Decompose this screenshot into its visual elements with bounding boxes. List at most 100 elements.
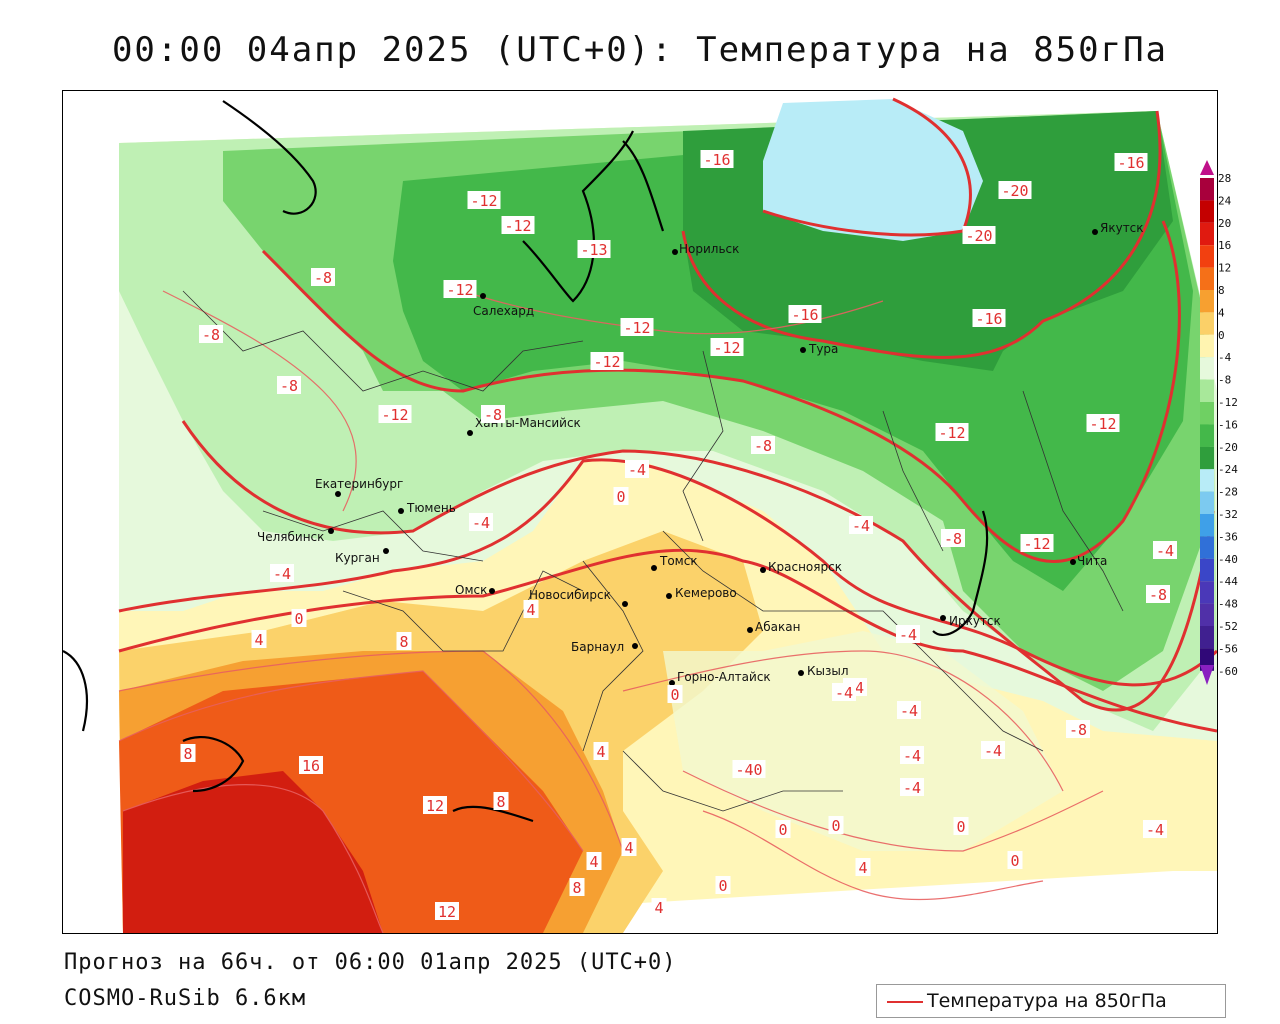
isotherm-label-background bbox=[277, 376, 301, 394]
isotherm-value-label: -4 bbox=[903, 747, 921, 765]
isotherm-value-label: -12 bbox=[504, 217, 531, 235]
isotherm-value-label: -4 bbox=[628, 461, 646, 479]
city-chelyabinsk[interactable]: Челябинск bbox=[257, 528, 334, 544]
city-abakan[interactable]: Абакан bbox=[747, 620, 800, 634]
isotherm-label-background bbox=[828, 816, 844, 834]
city-gorno-altaysk[interactable]: Горно-Алтайск bbox=[669, 670, 771, 686]
isotherm-label-background bbox=[775, 820, 791, 838]
isotherm-label-background bbox=[1114, 153, 1148, 171]
isotherm-label-background bbox=[1086, 414, 1120, 432]
isotherm-value-label: -16 bbox=[703, 151, 730, 169]
isotherm-value-label: 8 bbox=[496, 793, 505, 811]
city-kyzyl[interactable]: Кызыл bbox=[798, 664, 849, 678]
city-barnaul[interactable]: Барнаул bbox=[571, 640, 638, 654]
scale-tick-label: -48 bbox=[1218, 598, 1238, 611]
color-scale-tick-labels: 28 24 20 16 12 8 4 0 -4 -8 -12 -16 -20 -24 -28 -32 -36 -4… bbox=[1218, 172, 1238, 678]
city-chita[interactable]: Чита bbox=[1070, 554, 1107, 568]
isotherm-label-background bbox=[621, 838, 637, 856]
isotherm-value-label: 8 bbox=[183, 745, 192, 763]
isotherm-value-label: -4 bbox=[1146, 821, 1164, 839]
scale-tick-label: -44 bbox=[1218, 575, 1238, 588]
svg-text:Курган: Курган bbox=[335, 551, 380, 565]
isotherm-value-label: 0 bbox=[294, 610, 303, 628]
city-kemerovo[interactable]: Кемерово bbox=[666, 586, 737, 600]
mountain-zone-band bbox=[663, 631, 1063, 851]
scale-tick-label: 8 bbox=[1218, 284, 1225, 297]
scale-swatch bbox=[1200, 603, 1214, 626]
city-irkutsk[interactable]: Иркутск bbox=[940, 614, 1001, 628]
isotherm-label-background bbox=[199, 325, 223, 343]
city-tomsk[interactable]: Томск bbox=[651, 554, 698, 571]
city-salekhard[interactable]: Салехард bbox=[473, 293, 534, 318]
svg-text:Кызыл: Кызыл bbox=[807, 664, 849, 678]
isotherm-value-label: 12 bbox=[438, 903, 456, 921]
scale-tick-label: -24 bbox=[1218, 463, 1238, 476]
color-scale-bars bbox=[1200, 178, 1214, 671]
isotherm-value-label: 16 bbox=[302, 757, 320, 775]
city-omsk[interactable]: Омск bbox=[455, 583, 495, 597]
isotherm-value-label: -12 bbox=[1089, 415, 1116, 433]
isotherm-value-label: 0 bbox=[831, 817, 840, 835]
isotherm-label-background bbox=[467, 191, 501, 209]
isotherm-label-background bbox=[593, 742, 609, 760]
scale-swatch bbox=[1200, 334, 1214, 358]
isotherm-value-label: 8 bbox=[399, 633, 408, 651]
city-tura[interactable]: Тура bbox=[800, 342, 838, 356]
map-title: 00:00 04апр 2025 (UTC+0): Температура на… bbox=[111, 30, 1169, 70]
isotherm-label-background bbox=[311, 268, 335, 286]
isotherm-value-label: -8 bbox=[484, 406, 502, 424]
city-novosibirsk[interactable]: Новосибирск bbox=[529, 588, 628, 607]
isotherm-label-background bbox=[953, 817, 969, 835]
svg-text:Тура: Тура bbox=[808, 342, 838, 356]
isotherm-value-label: -4 bbox=[984, 742, 1002, 760]
scale-swatch bbox=[1200, 536, 1214, 559]
city-krasnoyarsk[interactable]: Красноярск bbox=[760, 560, 842, 574]
isotherm-label-background bbox=[751, 436, 775, 454]
scale-swatch bbox=[1200, 222, 1214, 246]
scale-tick-label: 0 bbox=[1218, 329, 1225, 342]
temperature-map[interactable]: Норильск Якутск Салехард Тура Ханты-Манс… bbox=[62, 90, 1218, 934]
scale-swatch bbox=[1200, 200, 1214, 223]
scale-swatch bbox=[1200, 312, 1214, 335]
isotherm-label-background bbox=[710, 338, 744, 356]
isotherm-label-background bbox=[180, 744, 196, 762]
region-borders bbox=[182, 290, 1124, 812]
isotherm-label-background bbox=[1153, 541, 1177, 559]
svg-text:Чита: Чита bbox=[1077, 554, 1107, 568]
isotherm-label-background bbox=[590, 352, 624, 370]
scale-tick-label: 4 bbox=[1218, 306, 1225, 319]
isotherm-label-background bbox=[299, 756, 323, 774]
svg-text:Тюмень: Тюмень bbox=[406, 501, 456, 515]
isotherm-label-background bbox=[270, 564, 294, 582]
city-tyumen[interactable]: Тюмень bbox=[398, 501, 456, 515]
scale-tick-label: 28 bbox=[1218, 172, 1231, 185]
isotherm-lines-thin bbox=[118, 290, 1104, 933]
isotherm-label-background bbox=[577, 240, 611, 258]
scale-swatch bbox=[1200, 245, 1214, 268]
city-kurgan[interactable]: Курган bbox=[335, 548, 389, 565]
isotherm-label-background bbox=[613, 487, 629, 505]
isotherm-value-label: -8 bbox=[1069, 721, 1087, 739]
isotherm-label-background bbox=[900, 778, 924, 796]
isotherm-label-background bbox=[501, 216, 535, 234]
isotherm-value-label: -12 bbox=[381, 406, 408, 424]
scale-swatch bbox=[1200, 379, 1214, 402]
isotherm-value-label: -12 bbox=[938, 424, 965, 442]
city-norilsk[interactable]: Норильск bbox=[672, 242, 739, 256]
isotherm-label-background bbox=[251, 630, 267, 648]
city-yakutsk[interactable]: Якутск bbox=[1092, 221, 1144, 235]
scale-tick-label: -8 bbox=[1218, 374, 1231, 387]
city-yekaterinburg[interactable]: Екатеринбург bbox=[315, 477, 403, 497]
isotherm-value-label: 4 bbox=[654, 899, 663, 917]
coastline-and-state-borders bbox=[63, 100, 989, 823]
scale-tick-label: -52 bbox=[1218, 620, 1238, 633]
legend: Температура на 850гПа bbox=[876, 984, 1226, 1018]
scale-tick-label: -4 bbox=[1218, 351, 1232, 364]
isotherm-label-background bbox=[569, 878, 585, 896]
isotherm-value-label: 4 bbox=[589, 853, 598, 871]
svg-text:Томск: Томск bbox=[659, 554, 698, 568]
isotherm-value-label: -40 bbox=[735, 761, 762, 779]
isotherm-value-label: -12 bbox=[623, 319, 650, 337]
temperature-band-16-to-20 bbox=[123, 771, 383, 933]
isotherm-value-label: -4 bbox=[1156, 542, 1174, 560]
